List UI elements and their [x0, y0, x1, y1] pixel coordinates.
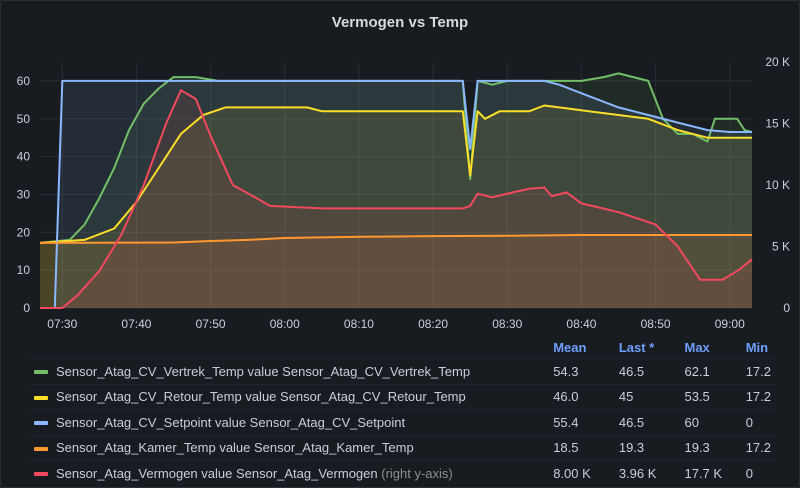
y-axis-right-ticks: 0 5 K 10 K 15 K 20 K	[765, 55, 790, 315]
y-left-tick-label: 10	[17, 263, 31, 277]
x-tick-label: 08:10	[344, 317, 374, 331]
legend-series-label[interactable]: Sensor_Atag_CV_Vertrek_Temp value Sensor…	[30, 358, 550, 384]
legend-last: 19.3	[614, 434, 681, 461]
series-line-0[interactable]	[39, 72, 753, 244]
legend-max: 62.1	[680, 358, 742, 384]
legend-row-vertrek[interactable]: Sensor_Atag_CV_Vertrek_Temp value Sensor…	[30, 358, 775, 384]
legend-header-row: Mean Last * Max Min	[30, 336, 775, 359]
series-line-1[interactable]	[39, 104, 752, 244]
legend-min: 17.2	[741, 434, 775, 461]
legend-min: 17.2	[741, 358, 775, 384]
series-area-4	[40, 90, 752, 308]
legend-max: 60	[680, 409, 742, 435]
x-tick-label: 08:00	[270, 317, 300, 331]
legend-min: 0	[741, 460, 775, 486]
legend-series-label[interactable]: Sensor_Atag_CV_Retour_Temp value Sensor_…	[30, 383, 550, 410]
series-line-3[interactable]	[39, 234, 752, 244]
x-tick-label: 08:20	[418, 317, 448, 331]
x-axis-ticks: 07:30 07:40 07:50 08:00 08:10 08:20 08:30 08:40…	[47, 317, 745, 331]
series-area-0	[40, 73, 752, 309]
legend-row-setpoint[interactable]: Sensor_Atag_CV_Setpoint value Sensor_Ata…	[30, 409, 775, 435]
y-left-tick-label: 60	[17, 74, 31, 88]
y-right-tick-label: 20 K	[765, 55, 790, 69]
legend-series-label[interactable]: Sensor_Atag_CV_Setpoint value Sensor_Ata…	[30, 409, 550, 435]
y-right-tick-label: 10 K	[765, 178, 790, 192]
legend-max: 19.3	[680, 434, 742, 461]
legend-header-min[interactable]: Min	[745, 339, 769, 355]
series-area-3	[40, 235, 752, 308]
chart-plot[interactable]: 0 10 20 30 40 50 60 0 5 K 10 K 15 K 20 K 07:30 07:4…	[0, 0, 800, 340]
legend-header-mean[interactable]: Mean	[553, 339, 587, 355]
legend-min: 0	[741, 409, 775, 435]
series-area-1	[40, 105, 752, 308]
legend-last: 45	[614, 383, 681, 410]
series-line-2[interactable]	[40, 79, 752, 309]
legend-last: 46.5	[614, 358, 681, 384]
x-tick-label: 08:40	[566, 317, 596, 331]
legend-row-vermogen[interactable]: Sensor_Atag_Vermogen value Sensor_Atag_V…	[30, 460, 775, 486]
series-lines	[39, 72, 753, 309]
legend-swatch	[34, 395, 48, 400]
legend-row-retour[interactable]: Sensor_Atag_CV_Retour_Temp value Sensor_…	[30, 383, 775, 410]
legend-min: 17.2	[741, 383, 775, 410]
legend-series-name: Sensor_Atag_CV_Retour_Temp value Sensor_…	[56, 389, 466, 405]
x-tick-label: 08:50	[641, 317, 671, 331]
legend-row-kamer[interactable]: Sensor_Atag_Kamer_Temp value Sensor_Atag…	[30, 434, 775, 461]
legend-mean: 54.3	[549, 358, 615, 384]
y-left-tick-label: 20	[17, 225, 31, 239]
series-fills	[40, 73, 752, 309]
series-area-2	[40, 80, 752, 309]
y-left-tick-label: 30	[17, 187, 31, 201]
legend-series-label[interactable]: Sensor_Atag_Kamer_Temp value Sensor_Atag…	[30, 434, 550, 461]
y-right-tick-label: 0	[783, 301, 790, 315]
legend-swatch	[34, 472, 48, 477]
y-left-tick-label: 40	[17, 150, 31, 164]
legend-series-name: Sensor_Atag_CV_Setpoint value Sensor_Ata…	[56, 414, 406, 430]
legend-mean: 18.5	[549, 434, 615, 461]
series-line-4[interactable]	[40, 89, 753, 309]
x-tick-label: 07:40	[121, 317, 151, 331]
legend-table: Mean Last * Max Min Sensor_Atag_CV_Vertr…	[30, 336, 775, 486]
legend-series-name: Sensor_Atag_CV_Vertrek_Temp value Sensor…	[56, 363, 471, 379]
legend-swatch	[34, 446, 48, 451]
y-left-tick-label: 0	[23, 301, 30, 315]
x-tick-label: 07:30	[47, 317, 77, 331]
y-right-tick-label: 15 K	[765, 117, 790, 131]
legend-header-last[interactable]: Last *	[618, 339, 655, 355]
panel-title[interactable]: Vermogen vs Temp	[331, 14, 469, 31]
legend-max: 17.7 K	[680, 460, 742, 486]
legend-max: 53.5	[680, 383, 742, 410]
x-tick-label: 09:00	[715, 317, 745, 331]
y-right-tick-label: 5 K	[772, 240, 790, 254]
y-left-tick-label: 50	[17, 112, 31, 126]
legend-series-name: Sensor_Atag_Vermogen value Sensor_Atag_V…	[56, 465, 378, 481]
y-axis-left-ticks: 0 10 20 30 40 50 60	[17, 74, 31, 315]
legend-swatch	[34, 421, 48, 426]
legend-swatch	[34, 370, 48, 375]
legend-last: 46.5	[614, 409, 681, 435]
x-tick-label: 08:30	[492, 317, 522, 331]
legend-last: 3.96 K	[614, 460, 681, 486]
legend-mean: 8.00 K	[549, 460, 615, 486]
legend-series-name: Sensor_Atag_Kamer_Temp value Sensor_Atag…	[56, 440, 414, 456]
legend-axis-note: (right y-axis)	[381, 465, 453, 481]
legend-header-spacer	[30, 336, 549, 359]
x-tick-label: 07:50	[196, 317, 226, 331]
legend-series-label[interactable]: Sensor_Atag_Vermogen value Sensor_Atag_V…	[30, 460, 550, 486]
legend-mean: 55.4	[549, 409, 615, 435]
legend-header-max[interactable]: Max	[684, 339, 710, 355]
legend-mean: 46.0	[549, 383, 615, 410]
